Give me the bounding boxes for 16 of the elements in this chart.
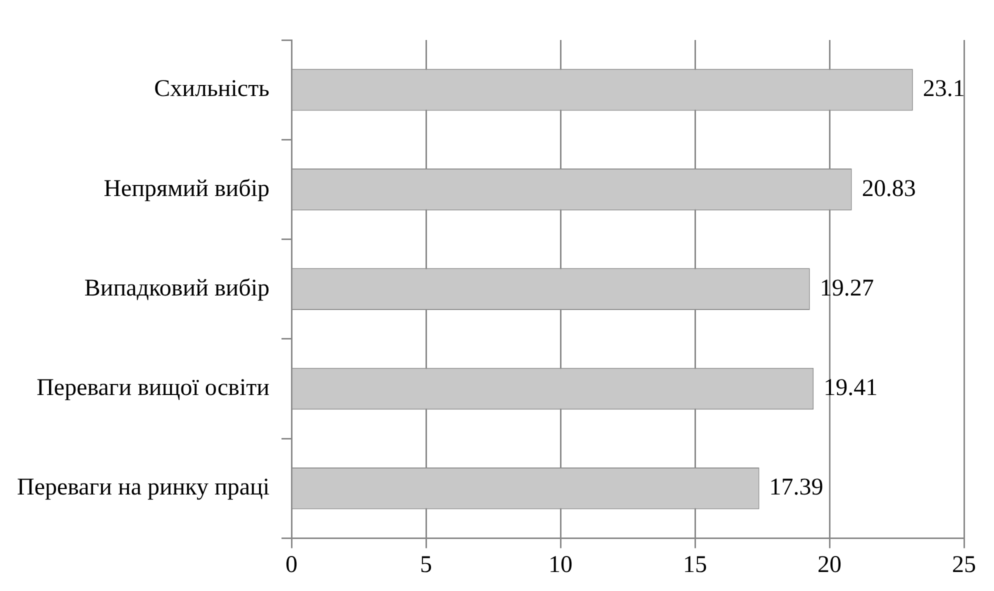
data-label: 19.41 bbox=[824, 375, 878, 402]
x-tick-label: 25 bbox=[952, 552, 976, 578]
y-tick-label: Непрямий вибір bbox=[104, 176, 270, 202]
x-tick-label: 0 bbox=[286, 552, 298, 578]
y-tick-label: Переваги вищої освіти bbox=[36, 375, 270, 402]
data-label: 23.1 bbox=[922, 76, 965, 102]
y-tick-label: Схильність bbox=[154, 76, 270, 102]
data-label: 17.39 bbox=[769, 474, 824, 501]
data-label: 20.83 bbox=[862, 176, 916, 202]
y-tick-label: Випадковий вибір bbox=[84, 275, 270, 302]
y-tick-label: Переваги на ринку праці bbox=[16, 474, 270, 501]
x-tick-label: 10 bbox=[548, 552, 572, 578]
data-label: 19.27 bbox=[820, 275, 874, 302]
x-tick-label: 5 bbox=[420, 552, 432, 578]
x-tick-label: 15 bbox=[683, 552, 707, 578]
x-tick-label: 20 bbox=[818, 552, 842, 578]
